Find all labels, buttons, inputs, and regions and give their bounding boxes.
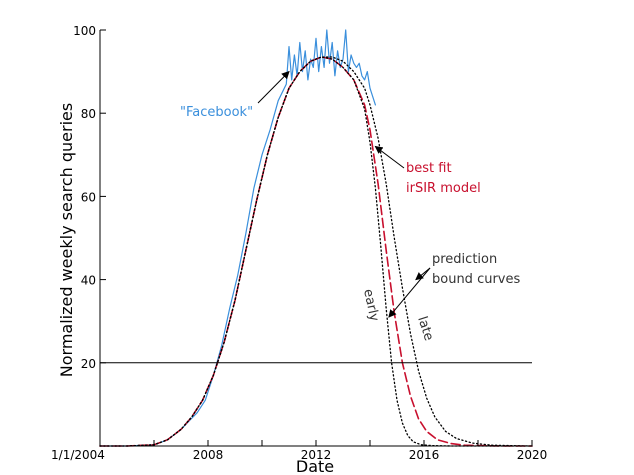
annotations <box>257 70 431 318</box>
x-tick-label: 2020 <box>517 448 548 462</box>
x-tick-label: 2016 <box>409 448 440 462</box>
axes <box>99 30 532 447</box>
series-late-bound-line <box>99 56 533 447</box>
arrow-facebook <box>257 70 290 104</box>
x-tick-label: 1/1/2004 <box>51 448 105 462</box>
y-tick-label: 40 <box>81 274 96 288</box>
plot-lines <box>99 29 533 447</box>
ticks: 20 40 60 80 100 1/1/2004 2008 2012 2016 2020 <box>51 24 547 462</box>
y-tick-label: 100 <box>73 24 96 38</box>
annotation-prediction: prediction <box>432 252 497 267</box>
annotation-early: early <box>360 288 382 323</box>
annotation-facebook: "Facebook" <box>180 105 253 120</box>
annotation-irsir-model: irSIR model <box>406 181 481 196</box>
series-facebook-line <box>99 29 376 447</box>
x-tick-label: 2012 <box>301 448 332 462</box>
y-tick-label: 20 <box>81 357 96 371</box>
x-tick-label: 2008 <box>193 448 224 462</box>
y-tick-label: 80 <box>81 107 96 121</box>
arrow-best-fit <box>374 145 405 169</box>
annotation-late: late <box>414 315 436 343</box>
x-axis-title: Date <box>296 457 334 475</box>
arrow-prediction-late <box>415 267 431 281</box>
annotation-bound-curves: bound curves <box>432 272 520 287</box>
arrow-prediction-early <box>388 267 431 318</box>
annotation-best-fit: best fit <box>406 161 452 176</box>
y-axis-title: Normalized weekly search queries <box>57 103 76 377</box>
y-tick-label: 60 <box>81 190 96 204</box>
